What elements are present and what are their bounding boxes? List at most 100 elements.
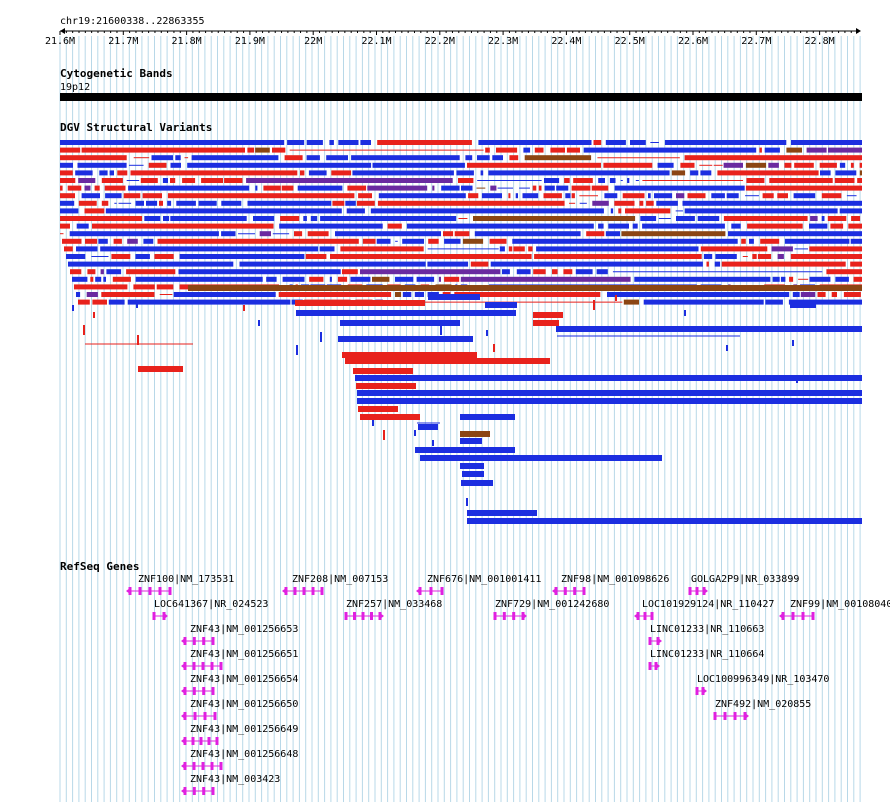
structural-variant[interactable] — [830, 223, 844, 229]
structural-variant[interactable] — [432, 440, 434, 446]
structural-variant[interactable] — [406, 223, 594, 229]
structural-variant[interactable] — [462, 471, 484, 477]
gene-label[interactable]: ZNF43|NM_001256651 — [190, 649, 298, 660]
structural-variant[interactable] — [605, 231, 620, 237]
structural-variant[interactable] — [723, 162, 743, 168]
structural-variant[interactable] — [201, 178, 223, 183]
structural-variant[interactable] — [175, 155, 181, 161]
structural-variant[interactable] — [182, 178, 196, 183]
structural-variant[interactable] — [360, 140, 371, 145]
structural-variant[interactable] — [136, 300, 138, 308]
structural-variant[interactable] — [598, 178, 605, 183]
structural-variant[interactable] — [835, 170, 857, 176]
structural-variant[interactable] — [95, 276, 102, 282]
structural-variant[interactable] — [247, 147, 255, 153]
structural-variant[interactable] — [173, 292, 276, 297]
structural-variant[interactable] — [788, 299, 862, 305]
gene-label[interactable]: GOLGA2P9|NR_033899 — [691, 574, 799, 585]
structural-variant[interactable] — [123, 193, 141, 199]
structural-variant[interactable] — [508, 246, 513, 252]
structural-variant[interactable] — [835, 276, 849, 282]
structural-variant[interactable] — [367, 185, 428, 191]
structural-variant[interactable] — [332, 200, 345, 206]
structural-variant[interactable] — [745, 162, 767, 168]
structural-variant[interactable] — [593, 140, 602, 145]
structural-variant[interactable] — [101, 292, 155, 297]
gene-label[interactable]: ZNF729|NM_001242680 — [495, 599, 609, 610]
structural-variant[interactable] — [140, 178, 158, 183]
structural-variant[interactable] — [69, 231, 219, 237]
structural-variant[interactable] — [762, 193, 774, 199]
structural-variant[interactable] — [622, 193, 645, 199]
structural-variant[interactable] — [643, 299, 764, 305]
structural-variant[interactable] — [630, 140, 646, 145]
structural-variant[interactable] — [741, 238, 746, 244]
gene-model[interactable] — [648, 637, 663, 645]
structural-variant[interactable] — [81, 193, 100, 199]
structural-variant[interactable] — [806, 147, 827, 153]
structural-variant[interactable] — [138, 366, 183, 372]
structural-variant[interactable] — [821, 216, 825, 221]
structural-variant[interactable] — [357, 390, 862, 396]
structural-variant[interactable] — [72, 276, 88, 282]
structural-variant[interactable] — [657, 162, 674, 168]
structural-variant[interactable] — [342, 269, 358, 275]
structural-variant[interactable] — [596, 269, 608, 275]
structural-variant[interactable] — [697, 216, 720, 221]
structural-variant[interactable] — [461, 480, 493, 486]
structural-variant[interactable] — [723, 216, 808, 221]
structural-variant[interactable] — [337, 276, 348, 282]
structural-variant[interactable] — [488, 170, 670, 176]
structural-variant[interactable] — [221, 231, 236, 237]
structural-variant[interactable] — [477, 155, 490, 161]
gene-model[interactable] — [181, 762, 223, 770]
structural-variant[interactable] — [680, 162, 695, 168]
structural-variant[interactable] — [60, 147, 81, 153]
structural-variant[interactable] — [167, 200, 172, 206]
structural-variant[interactable] — [295, 300, 425, 306]
structural-variant[interactable] — [414, 292, 424, 297]
structural-variant[interactable] — [360, 269, 501, 275]
structural-variant[interactable] — [353, 368, 413, 374]
structural-variant[interactable] — [575, 269, 593, 275]
structural-variant[interactable] — [777, 193, 788, 199]
structural-variant[interactable] — [610, 208, 614, 214]
structural-variant[interactable] — [556, 185, 569, 191]
structural-variant[interactable] — [75, 170, 93, 176]
structural-variant[interactable] — [563, 269, 573, 275]
structural-variant[interactable] — [621, 231, 726, 237]
structural-variant[interactable] — [790, 302, 816, 308]
structural-variant[interactable] — [60, 178, 76, 183]
structural-variant[interactable] — [84, 185, 91, 191]
structural-variant[interactable] — [377, 140, 472, 145]
structural-variant[interactable] — [370, 208, 604, 214]
structural-variant[interactable] — [428, 294, 480, 300]
structural-variant[interactable] — [320, 332, 322, 342]
structural-variant[interactable] — [432, 185, 435, 191]
structural-variant[interactable] — [60, 193, 75, 199]
structural-variant[interactable] — [615, 295, 617, 301]
structural-variant[interactable] — [300, 170, 305, 176]
structural-variant[interactable] — [654, 193, 673, 199]
gene-label[interactable]: ZNF43|NM_001256653 — [190, 624, 298, 635]
structural-variant[interactable] — [224, 178, 243, 183]
gene-label[interactable]: ZNF208|NM_007153 — [292, 574, 388, 585]
structural-variant[interactable] — [467, 510, 537, 516]
structural-variant[interactable] — [159, 200, 163, 206]
structural-variant[interactable] — [60, 216, 143, 221]
gene-model[interactable] — [344, 612, 385, 620]
structural-variant[interactable] — [772, 276, 780, 282]
structural-variant[interactable] — [428, 238, 439, 244]
structural-variant[interactable] — [490, 261, 703, 267]
gene-label[interactable]: ZNF257|NM_033468 — [346, 599, 442, 610]
structural-variant[interactable] — [178, 269, 341, 275]
structural-variant[interactable] — [793, 193, 816, 199]
structural-variant[interactable] — [820, 170, 831, 176]
structural-variant[interactable] — [76, 292, 81, 297]
structural-variant[interactable] — [850, 261, 862, 267]
structural-variant[interactable] — [78, 178, 96, 183]
structural-variant[interactable] — [481, 193, 502, 199]
structural-variant[interactable] — [335, 231, 441, 237]
structural-variant[interactable] — [246, 178, 453, 183]
structural-variant[interactable] — [827, 216, 847, 221]
